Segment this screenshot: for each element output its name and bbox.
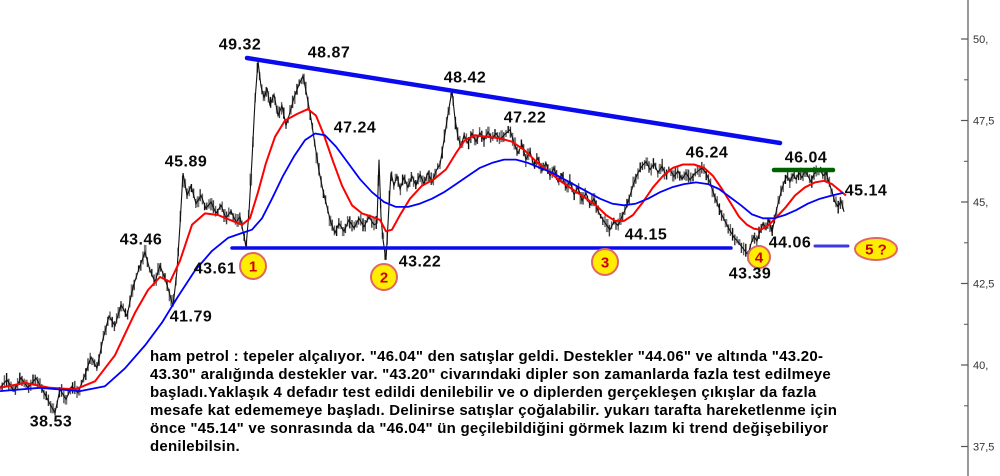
y-axis-tick-label: 50, [973,34,988,46]
price-label: 46.24 [686,145,729,162]
price-label: 47.24 [334,120,377,137]
price-label: 43.46 [120,232,163,249]
price-label: 45.89 [165,154,208,171]
marker-number: 5 ? [865,242,887,259]
commentary-line: önce "45.14" ve sonrasında da "46.04" ün… [150,419,829,437]
price-label: 43.22 [399,254,442,271]
commentary-block: ham petrol : tepeler alçalıyor. "46.04" … [150,348,837,455]
commentary-line: denilebilsin. [150,437,240,455]
commentary-line: başladı.Yaklaşık 4 defadır test edildi d… [150,383,817,401]
trendline-test-marker: 5 ? [854,237,898,261]
trendline-test-marker: 4 [747,245,771,269]
price-label: 38.53 [30,414,73,431]
marker-number: 2 [380,270,388,287]
price-label: 46.04 [785,150,828,167]
price-label: 44.15 [625,227,668,244]
price-label: 41.79 [170,309,213,326]
marker-number: 1 [249,259,257,276]
y-axis-tick-label: 42,5 [973,279,994,291]
ma-slow-blue [0,132,844,393]
marker-number: 3 [601,255,609,272]
descending-trendline [244,55,783,146]
commentary-line: mesafe kat edememeye başladı. Delinirse … [150,401,838,419]
price-label: 45.14 [845,183,888,200]
marker-number: 4 [755,250,764,267]
price-label: 49.32 [219,37,262,54]
y-axis-tick-label: 40, [973,360,988,372]
price-label: 48.87 [308,45,351,62]
ma-fast-red [0,108,847,391]
commentary-line: 43.30" aralığında destekler var. "43.20"… [150,365,831,383]
trendline-test-marker: 2 [370,263,398,291]
price-label: 44.06 [769,235,812,252]
price-label: 47.22 [504,110,547,127]
trendline-test-marker: 1 [239,252,267,280]
y-axis-tick-label: 47,5 [973,116,994,128]
price-label: 48.42 [444,70,487,87]
commentary-line: ham petrol : tepeler alçalıyor. "46.04" … [150,348,824,365]
price-label: 43.39 [729,266,772,283]
y-axis-tick-label: 37,5 [973,442,994,454]
trendline-test-marker: 3 [591,248,619,276]
price-label: 43.61 [194,261,237,278]
y-axis-tick-label: 45, [973,197,988,209]
